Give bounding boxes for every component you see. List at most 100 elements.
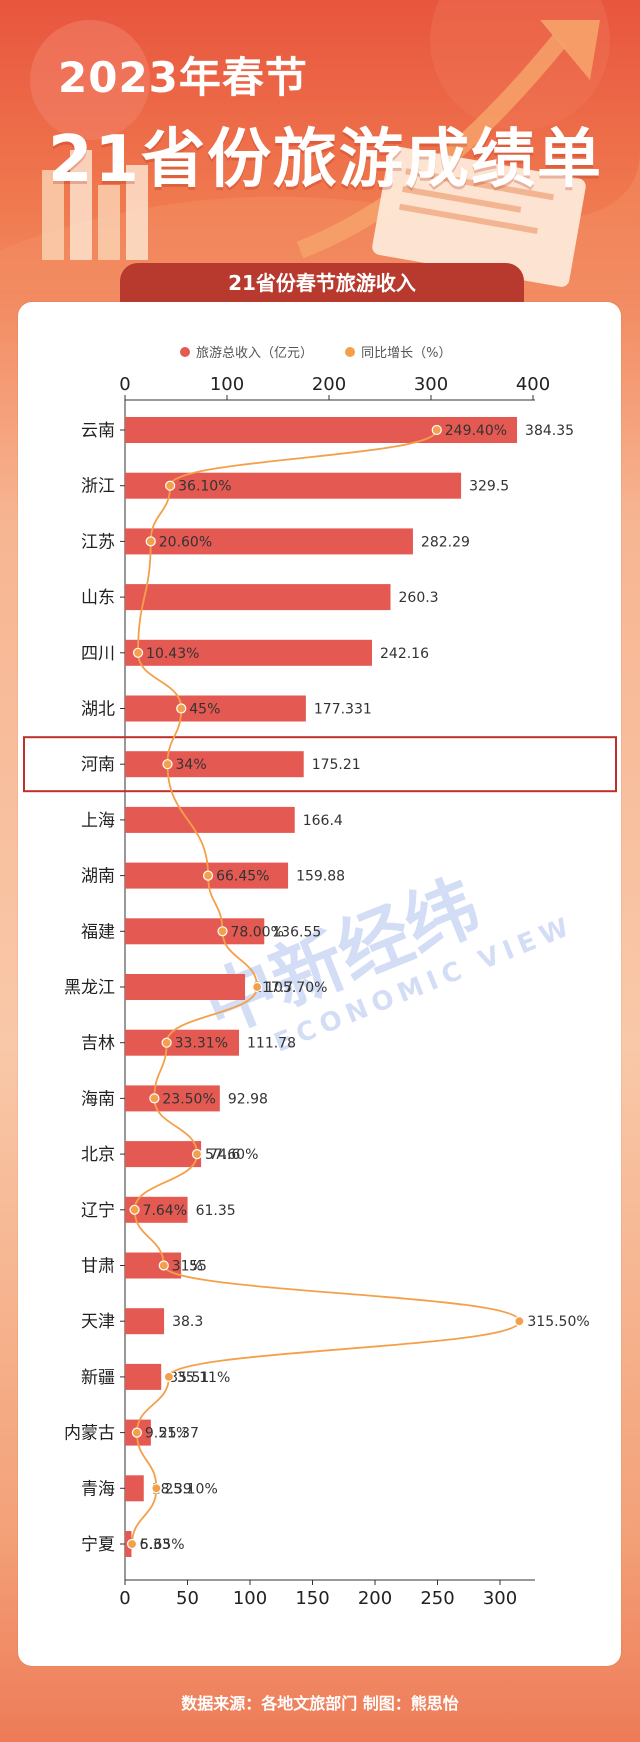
growth-point (132, 647, 144, 658)
growth-value-label: 23.50% (162, 1091, 215, 1107)
title-year: 2023年春节 (58, 53, 308, 102)
revenue-bar (125, 417, 518, 443)
revenue-value-label: 166.4 (303, 813, 343, 829)
growth-point (163, 1371, 174, 1383)
category-label: 河南 (81, 755, 115, 775)
growth-point (165, 480, 176, 491)
growth-value-label: 36.10% (178, 479, 231, 495)
growth-value-label: 35.11% (177, 1370, 230, 1386)
revenue-value-label: 177.331 (314, 702, 372, 718)
revenue-bar (125, 1252, 182, 1279)
growth-value-label: 105.70% (265, 980, 327, 996)
bottom-axis-tick-label: 250 (420, 1588, 454, 1609)
growth-point (176, 703, 187, 714)
revenue-bar (125, 695, 306, 722)
growth-point (162, 759, 173, 770)
bottom-axis-tick-label: 200 (358, 1588, 392, 1609)
growth-value-label: 5.65% (140, 1537, 184, 1553)
growth-value-label: 20.60% (159, 534, 212, 550)
revenue-bar (125, 1475, 144, 1502)
category-label: 黑龙江 (64, 978, 115, 998)
revenue-bar (125, 918, 265, 945)
growth-point (252, 981, 263, 993)
legend-revenue-label: 旅游总收入（亿元） (196, 346, 314, 361)
revenue-value-label: 384.35 (525, 423, 574, 439)
category-label: 天津 (81, 1312, 115, 1332)
category-label: 辽宁 (81, 1201, 115, 1221)
growth-point (158, 1260, 169, 1271)
revenue-value-label: 329.5 (469, 479, 509, 495)
revenue-bar (125, 472, 462, 499)
revenue-bar (125, 751, 304, 778)
bottom-axis-tick-label: 50 (176, 1588, 199, 1609)
top-axis-tick-label: 200 (312, 374, 346, 395)
category-label: 湖北 (81, 700, 115, 720)
revenue-value-label: 61.35 (196, 1203, 236, 1219)
legend-item-revenue: 旅游总收入（亿元） (180, 342, 313, 361)
growth-point (191, 1148, 203, 1160)
category-label: 浙江 (81, 477, 115, 497)
revenue-bar (125, 1141, 202, 1168)
growth-point (431, 424, 442, 436)
growth-point (151, 1483, 162, 1494)
category-label: 云南 (81, 421, 115, 441)
revenue-value-label: 260.3 (399, 590, 439, 606)
revenue-value-label: 117.7 (253, 980, 293, 996)
growth-value-label: 66.45% (216, 869, 269, 885)
growth-series-line (131, 429, 521, 1545)
growth-value-label: 7.64% (143, 1203, 187, 1219)
revenue-value-label: 35.51 (169, 1370, 209, 1386)
revenue-bar (125, 974, 246, 1000)
category-label: 江苏 (81, 532, 115, 552)
legend-item-growth: 同比增长（%） (345, 342, 452, 361)
revenue-value-label: 136.55 (272, 924, 321, 940)
legend: 旅游总收入（亿元） 同比增长（%） (180, 342, 480, 361)
growth-swatch-icon (345, 346, 356, 357)
revenue-value-label: 92.98 (228, 1091, 268, 1107)
growth-point (129, 1204, 140, 1215)
growth-value-label: 45% (189, 702, 220, 718)
category-label: 宁夏 (81, 1535, 115, 1555)
growth-value-label: 25.10% (164, 1481, 217, 1497)
growth-value-label: 31% (172, 1259, 203, 1275)
category-label: 四川 (81, 644, 115, 664)
revenue-bar (125, 584, 391, 611)
growth-value-label: 34% (176, 757, 207, 773)
revenue-bar (125, 806, 295, 833)
revenue-bar (125, 639, 373, 666)
growth-value-label: 315.50% (527, 1314, 589, 1330)
category-label: 新疆 (81, 1368, 115, 1388)
category-label: 内蒙古 (64, 1424, 115, 1444)
bottom-axis-tick-label: 300 (483, 1588, 517, 1609)
growth-point (202, 870, 214, 881)
growth-point (145, 536, 156, 547)
title-main: 21省份旅游成绩单 (48, 123, 604, 197)
legend-growth-label: 同比增长（%） (361, 346, 452, 361)
growth-value-label: 10.43% (146, 646, 199, 662)
hero-banner: 2023年春节 21省份旅游成绩单 (0, 0, 640, 290)
revenue-bar (125, 1308, 165, 1335)
category-label: 海南 (81, 1089, 115, 1109)
revenue-value-label: 111.78 (247, 1036, 296, 1052)
top-axis-tick-label: 100 (210, 374, 244, 395)
revenue-bar (125, 1085, 220, 1112)
growth-point (126, 1538, 138, 1550)
revenue-value-label: 159.88 (296, 869, 345, 885)
growth-value-label: 78.00% (231, 924, 284, 940)
growth-point (514, 1316, 525, 1327)
revenue-value-label: 175.21 (312, 757, 361, 773)
revenue-value-label: 242.16 (380, 646, 429, 662)
category-label: 吉林 (81, 1034, 115, 1054)
highlight-box (23, 736, 617, 793)
revenue-value-label: 38.3 (172, 1314, 203, 1330)
hero-decoration (0, 0, 640, 290)
bottom-axis-tick-label: 150 (295, 1588, 329, 1609)
category-label: 山东 (81, 588, 115, 608)
growth-point (131, 1427, 142, 1438)
revenue-bar (125, 528, 413, 555)
bars-graphic-icon (42, 150, 148, 260)
footer-source: 数据来源：各地文旅部门 制图：熊思怡 (181, 1694, 459, 1713)
category-label: 福建 (81, 922, 115, 942)
growth-value-label: 57.60% (205, 1147, 258, 1163)
